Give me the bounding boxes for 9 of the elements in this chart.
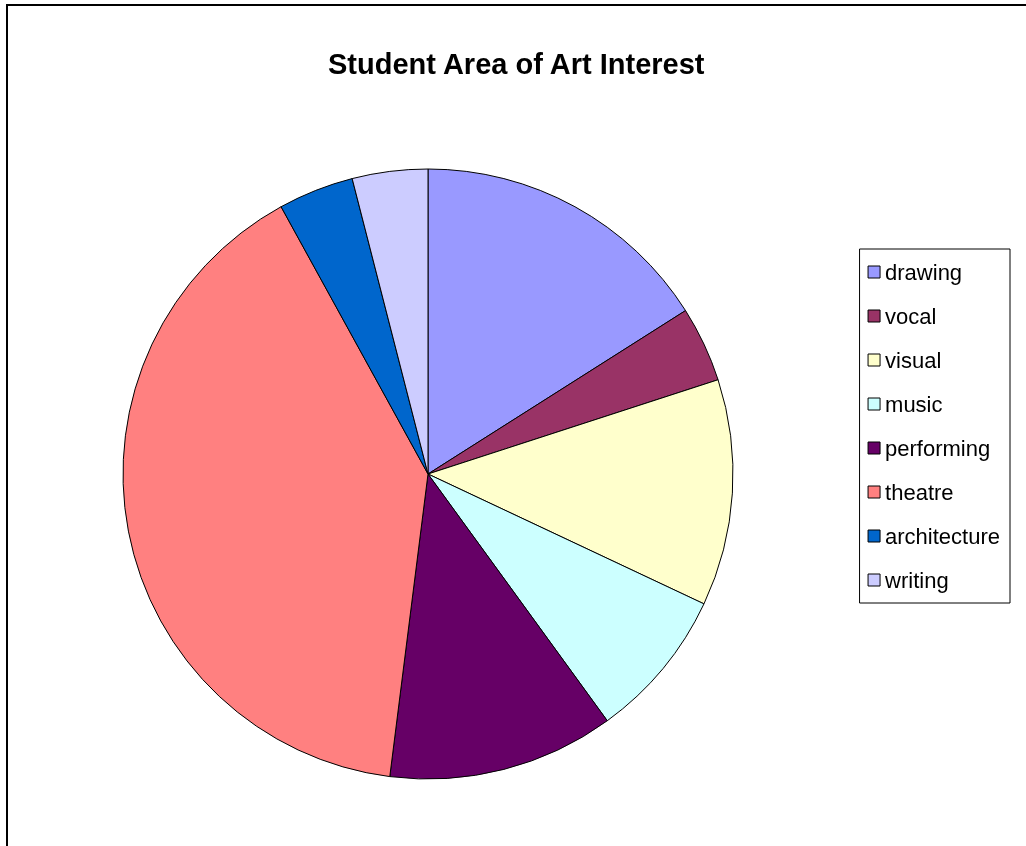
- legend-label: drawing: [885, 259, 963, 285]
- legend-label: writing: [884, 567, 949, 593]
- legend-label: theatre: [885, 479, 954, 505]
- legend-label: vocal: [885, 303, 937, 329]
- legend-label: visual: [885, 347, 942, 373]
- legend-label: architecture: [885, 523, 1001, 549]
- legend-label: music: [885, 391, 943, 417]
- chart-title: Student Area of Art Interest: [328, 47, 705, 80]
- legend-label: performing: [885, 435, 991, 461]
